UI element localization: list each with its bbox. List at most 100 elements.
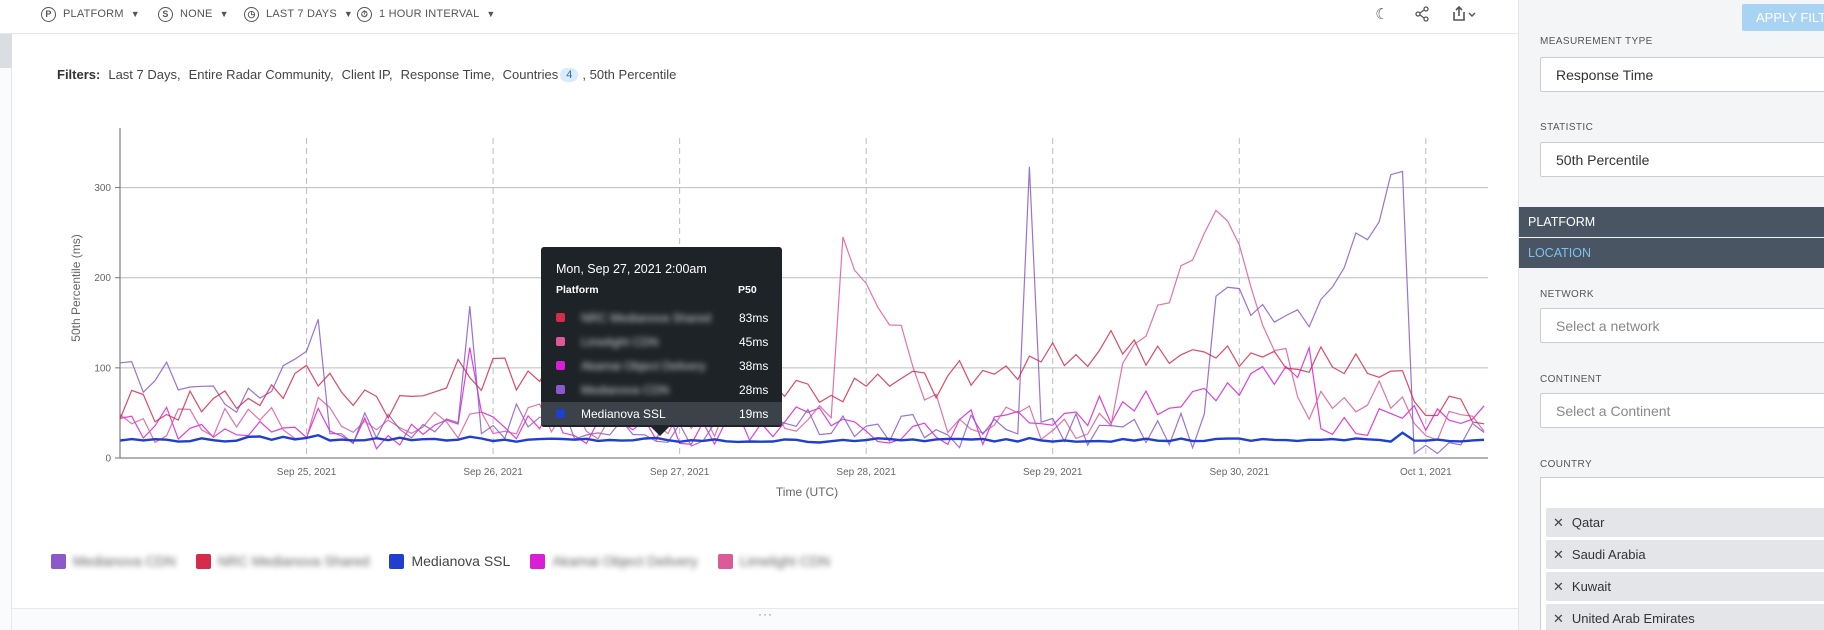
country-name: United Arab Emirates [1571,611,1695,626]
countries-count-badge[interactable]: 4 [560,67,579,82]
country-chip: ✕Qatar0.05 [1546,508,1824,537]
series-line-medianova-ssl [119,431,1485,444]
tooltip-col-value: P50 [738,284,757,296]
x-tick-label: Sep 28, 2021 [836,467,896,478]
filter-percentile: 50th Percentile [589,67,677,82]
top-toolbar: P PLATFORM ▼ S NONE ▼ ◷ LAST 7 DAYS ▼ ⏱ … [0,0,1518,34]
interval-label: 1 HOUR INTERVAL [379,8,480,20]
legend-label: Akamai Object Delivery [552,553,698,569]
y-tick-label: 100 [94,363,111,374]
platform-dropdown[interactable]: P PLATFORM ▼ [41,0,140,28]
platform-p-icon: P [41,6,56,22]
x-tick-label: Sep 25, 2021 [277,467,337,478]
clock-icon: ◷ [244,6,259,22]
apply-filters-button[interactable]: APPLY FILTE [1742,4,1824,31]
legend-swatch [530,553,546,569]
network-placeholder: Select a network [1556,317,1660,334]
continent-label: CONTINENT [1540,374,1602,385]
legend-item[interactable]: NRC Medianova Shared [195,553,370,569]
tooltip-row-value: 19ms [739,406,769,421]
legend-label: Medianova SSL [411,553,511,569]
legend-label: Limelight CDN [739,553,831,569]
resize-handle-icon[interactable]: ··· [758,607,773,621]
tooltip-row-name: Medianova SSL [581,406,666,421]
remove-country-icon[interactable]: ✕ [1553,546,1564,562]
line-chart: 0 100 200 300 Sep 25, 2021 Sep 26, 2021 Sep 27… [69,128,1488,499]
moon-icon[interactable]: ☾ [1375,6,1389,23]
series-line-akamai-object-delivery [119,345,1485,450]
tooltip-header: Platform P50 [556,284,767,296]
secondary-s-icon: S [158,6,173,22]
series-swatch [556,385,565,394]
tooltip-row-value: 38ms [739,358,769,373]
interval-dropdown[interactable]: ⏱ 1 HOUR INTERVAL ▼ [357,0,496,28]
legend-item[interactable]: Akamai Object Delivery [530,553,698,569]
x-axis-title: Time (UTC) [776,485,838,499]
share-icon[interactable] [1410,4,1434,24]
filter-community: Entire Radar Community, [188,67,334,82]
legend-swatch [717,553,733,569]
x-tick-label: Sep 27, 2021 [650,467,710,478]
tooltip-col-platform: Platform [556,284,599,296]
tooltip-row-name: NRC Medianova Shared [581,310,712,325]
x-tick-label: Sep 29, 2021 [1023,467,1083,478]
country-label: COUNTRY [1540,459,1593,470]
chart-legend: Medianova CDN NRC Medianova Shared Mediano… [51,553,850,569]
continent-select[interactable]: Select a Continent [1540,393,1824,428]
network-label: NETWORK [1540,289,1594,300]
legend-swatch [195,553,211,569]
time-range-label: LAST 7 DAYS [266,8,337,20]
remove-country-icon[interactable]: ✕ [1553,514,1564,530]
country-chip: ✕Saudi Arabia0.38 [1546,540,1824,569]
statistic-select[interactable]: 50th Percentile ⌄ [1540,142,1824,177]
filter-client-ip: Client IP, [341,67,393,82]
country-name: Saudi Arabia [1571,547,1646,562]
filter-countries: Countries [502,67,559,82]
series-line-medianova-cdn [119,166,1485,455]
gutter-handle[interactable] [0,34,12,68]
tooltip-row: Akamai Object Delivery 38ms [541,354,782,377]
continent-placeholder: Select a Continent [1556,402,1671,419]
filter-panel: APPLY FILTE MEASUREMENT TYPE Response Ti… [1518,0,1824,630]
chevron-down-icon: ▼ [130,9,140,19]
series-swatch [556,409,565,418]
platform-section-bar[interactable]: PLATFORM [1519,207,1824,237]
legend-item[interactable]: Medianova SSL [389,553,510,569]
export-icon[interactable] [1448,4,1482,24]
legend-item[interactable]: Medianova CDN [51,553,176,569]
statistic-label: STATISTIC [1540,122,1594,133]
filter-time: Last 7 Days, [108,67,181,82]
tooltip-title: Mon, Sep 27, 2021 2:00am [556,262,707,276]
country-chip: ✕United Arab Emirates0.25 [1546,604,1824,630]
country-name: Qatar [1571,515,1605,530]
legend-swatch [389,553,405,569]
tooltip-row-name: Medianova CDN [581,382,670,397]
time-range-dropdown[interactable]: ◷ LAST 7 DAYS ▼ [244,0,353,28]
x-tick-label: Sep 30, 2021 [1210,467,1270,478]
network-select[interactable]: Select a network [1540,308,1824,343]
secondary-dropdown[interactable]: S NONE ▼ [158,0,229,28]
country-chip: ✕Kuwait0.06 [1546,572,1824,601]
chevron-down-icon: ▼ [343,9,353,19]
chevron-down-icon: ▼ [219,9,229,19]
legend-label: NRC Medianova Shared [217,553,370,569]
measurement-type-select[interactable]: Response Time ⌄ [1540,57,1824,92]
tooltip-row: Medianova CDN 28ms [541,378,782,401]
remove-country-icon[interactable]: ✕ [1553,578,1564,594]
filters-summary: Filters: Last 7 Days, Entire Radar Commu… [57,67,677,82]
remove-country-icon[interactable]: ✕ [1553,610,1564,626]
tooltip-row-value: 28ms [739,382,769,397]
resize-bar[interactable]: ··· [12,607,1518,630]
country-name: Kuwait [1571,579,1611,594]
filter-measurement: Response Time, [400,67,495,82]
location-section-bar[interactable]: LOCATION [1519,238,1824,268]
y-tick-label: 0 [105,454,111,465]
legend-label: Medianova CDN [73,553,176,569]
tooltip-row: Medianova SSL 19ms [541,402,782,425]
series-line-nrc-medianova-shared [119,329,1485,425]
tooltip-row-name: Akamai Object Delivery [581,358,706,373]
legend-item[interactable]: Limelight CDN [717,553,831,569]
series-swatch [556,313,565,322]
series-swatch [556,337,565,346]
y-tick-label: 300 [94,183,111,194]
